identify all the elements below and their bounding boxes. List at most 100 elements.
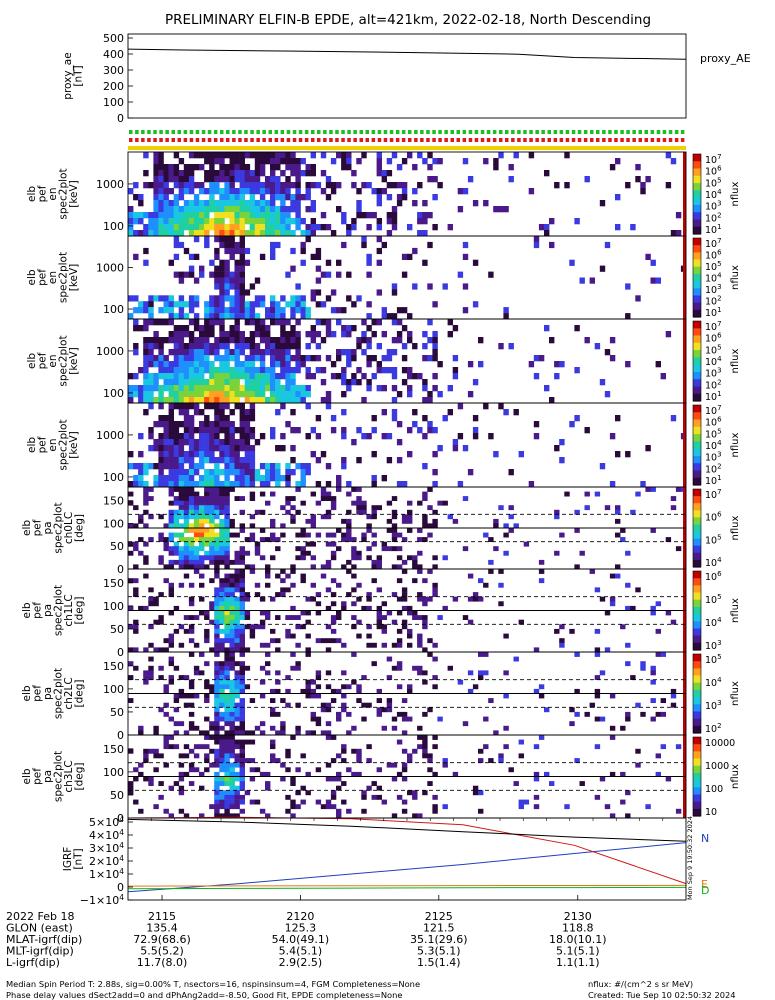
heatmap-cell (178, 361, 185, 368)
heatmap-cell (422, 415, 428, 422)
heatmap-cell (143, 670, 149, 676)
heatmap-cell (158, 182, 164, 189)
heatmap-cell (391, 206, 398, 213)
heatmap-cell (199, 785, 205, 791)
heatmap-cell (234, 469, 240, 476)
heatmap-cell (620, 624, 626, 630)
heatmap-cell (204, 158, 210, 165)
heatmap-cell (356, 379, 362, 386)
heatmap-cell (229, 702, 235, 708)
heatmap-cell (193, 642, 200, 648)
heatmap-cell (381, 601, 387, 607)
heatmap-cell (265, 313, 271, 320)
heatmap-cell (224, 615, 230, 620)
heatmap-cell (417, 725, 423, 731)
heatmap-cell (234, 397, 240, 404)
heatmap-cell (559, 642, 565, 648)
heatmap-cell (229, 194, 235, 201)
heatmap-cell (325, 532, 332, 538)
heatmap-cell (168, 587, 174, 593)
heatmap-cell (300, 158, 306, 165)
y-tick-label: 50 (110, 706, 124, 719)
heatmap-cell (193, 343, 200, 350)
heatmap-cell (391, 409, 398, 416)
y-tick-label: 100 (103, 96, 124, 109)
heatmap-cell (183, 361, 190, 368)
heatmap-cell (153, 373, 159, 380)
heatmap-cell (249, 176, 256, 183)
heatmap-cell (609, 337, 616, 344)
heatmap-cell (341, 537, 347, 542)
heatmap-cell (645, 176, 651, 183)
colorbar-segment (693, 245, 701, 253)
flag-green (505, 130, 509, 134)
heatmap-cell (158, 343, 164, 350)
heatmap-cell (376, 247, 382, 255)
heatmap-cell (128, 212, 134, 219)
heatmap-cell (447, 514, 453, 520)
heatmap-cell (275, 647, 281, 653)
heatmap-cell (285, 469, 291, 476)
heatmap-cell (178, 491, 185, 497)
heatmap-cell (224, 295, 230, 302)
heatmap-cell (168, 537, 174, 542)
heatmap-cell (457, 271, 464, 278)
heatmap-cell (229, 753, 235, 759)
heatmap-cell (219, 427, 225, 434)
heatmap-cell (401, 776, 408, 782)
heatmap-cell (168, 642, 174, 648)
flag-red (608, 138, 612, 142)
heatmap-cell (178, 403, 185, 410)
heatmap-cell (188, 693, 195, 699)
heatmap-cell (224, 555, 230, 561)
heatmap-cell (341, 427, 347, 434)
heatmap-cell (254, 206, 261, 213)
colorbar-segment (693, 751, 701, 760)
heatmap-cell (594, 716, 601, 722)
heatmap-cell (341, 349, 347, 356)
heatmap-cell (432, 808, 438, 814)
heatmap-cell (401, 619, 408, 625)
heatmap-cell (330, 331, 337, 338)
heatmap-cell (193, 409, 200, 416)
colorbar-segment (693, 545, 701, 554)
heatmap-cell (305, 164, 311, 171)
heatmap-cell (280, 532, 286, 538)
heatmap-cell (295, 218, 301, 225)
heatmap-cell (204, 550, 210, 556)
heatmap-cell (209, 188, 215, 195)
heatmap-cell (376, 559, 382, 565)
heatmap-cell (183, 409, 190, 416)
heatmap-cell (270, 218, 276, 225)
heatmap-cell (244, 337, 251, 344)
heatmap-cell (432, 564, 438, 570)
heatmap-cell (219, 693, 225, 699)
heatmap-cell (244, 730, 251, 736)
heatmap-cell (280, 698, 286, 703)
heatmap-cell (346, 295, 352, 302)
heatmap-cell (234, 385, 240, 392)
heatmap-cell (224, 283, 230, 290)
heatmap-cell (305, 236, 311, 243)
heatmap-cell (133, 541, 139, 547)
heatmap-cell (143, 500, 149, 506)
heatmap-cell (234, 559, 240, 565)
heatmap-cell (417, 638, 423, 644)
heatmap-cell (670, 415, 677, 422)
heatmap-cell (173, 550, 180, 556)
heatmap-cell (209, 550, 215, 556)
heatmap-cell (275, 343, 281, 350)
heatmap-cell (173, 212, 180, 219)
heatmap-cell (148, 301, 154, 308)
heatmap-cell (178, 325, 185, 332)
flag-red (335, 138, 339, 142)
heatmap-cell (488, 569, 494, 574)
heatmap-cell (265, 224, 271, 231)
heatmap-cell (239, 675, 245, 680)
heatmap-cell (275, 758, 281, 763)
flag-red (213, 138, 218, 142)
heatmap-cell (229, 200, 235, 207)
heatmap-cell (280, 367, 286, 374)
heatmap-cell (361, 716, 367, 722)
colorbar-segment (693, 168, 701, 177)
